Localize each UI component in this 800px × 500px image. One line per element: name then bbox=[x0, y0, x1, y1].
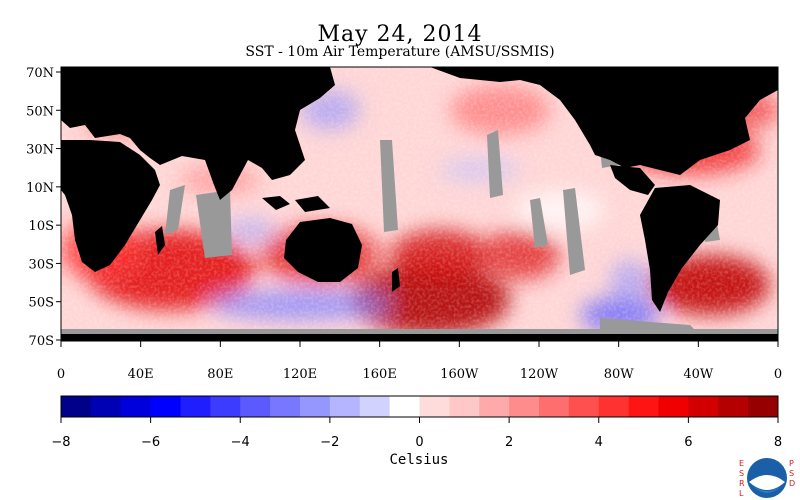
colorbar-swatch bbox=[748, 396, 779, 417]
colorbar-label: 2 bbox=[505, 435, 513, 450]
colorbar-swatch bbox=[718, 396, 749, 417]
colorbar-label: 4 bbox=[595, 435, 603, 450]
colorbar-swatch bbox=[389, 396, 420, 417]
lon-label: 160E bbox=[363, 367, 397, 382]
lon-label: 120E bbox=[283, 367, 317, 382]
colorbar bbox=[60, 395, 779, 418]
lon-label: 80W bbox=[604, 367, 635, 382]
colorbar-swatch bbox=[240, 396, 271, 417]
colorbar-swatch bbox=[658, 396, 689, 417]
colorbar-label: −4 bbox=[231, 435, 250, 450]
logo-letter-d: D bbox=[789, 479, 795, 488]
lon-label: 0 bbox=[774, 367, 782, 382]
logo-letter-p: P bbox=[789, 459, 794, 468]
lat-label: 30N bbox=[26, 143, 54, 158]
lat-label: 30S bbox=[29, 257, 54, 272]
logo-letter-l: L bbox=[739, 489, 744, 498]
colorbar-label: −8 bbox=[51, 435, 70, 450]
sst-anomaly-map bbox=[61, 67, 778, 341]
colorbar-swatch bbox=[598, 396, 630, 417]
colorbar-swatch bbox=[150, 396, 181, 417]
landmasses bbox=[61, 67, 778, 341]
colorbar-swatch bbox=[568, 396, 600, 417]
map-frame bbox=[60, 66, 779, 342]
lat-label: 70N bbox=[26, 66, 54, 81]
colorbar-swatch bbox=[449, 396, 480, 417]
logo-letter-e: E bbox=[739, 459, 744, 468]
colorbar-swatch bbox=[61, 396, 92, 417]
lon-label: 80E bbox=[207, 367, 233, 382]
colorbar-swatch bbox=[210, 396, 241, 417]
logo-letter-s: S bbox=[739, 469, 744, 478]
colorbar-swatch bbox=[479, 396, 510, 417]
colorbar-swatch bbox=[90, 396, 122, 417]
colorbar-units: Celsius bbox=[389, 452, 449, 468]
colorbar-swatch bbox=[270, 396, 301, 417]
colorbar-label: −2 bbox=[320, 435, 339, 450]
colorbar-swatch bbox=[300, 396, 331, 417]
lon-label: 40E bbox=[128, 367, 154, 382]
colorbar-swatch bbox=[180, 396, 211, 417]
lon-label: 40W bbox=[683, 367, 714, 382]
lat-label: 50S bbox=[29, 296, 54, 311]
longitude-axis: 0 40E 80E 120E 160E 160W 120W 80W 40W 0 bbox=[57, 341, 782, 382]
lat-label: 70S bbox=[29, 334, 54, 349]
logo-letter-s2: S bbox=[789, 469, 794, 478]
noaa-bird-icon bbox=[749, 475, 785, 490]
lon-label: 160W bbox=[440, 367, 479, 382]
colorbar-swatch bbox=[628, 396, 659, 417]
lat-label: 10S bbox=[29, 219, 54, 234]
colorbar-label: 0 bbox=[415, 435, 423, 450]
colorbar-swatch bbox=[359, 396, 391, 417]
colorbar-label: −6 bbox=[141, 435, 160, 450]
colorbar-tick-labels: −8 −6 −4 −2 0 2 4 6 8 bbox=[51, 417, 782, 450]
lon-label: 0 bbox=[57, 367, 65, 382]
colorbar-swatch bbox=[539, 396, 570, 417]
map-title: May 24, 2014 bbox=[317, 22, 483, 47]
colorbar-swatch bbox=[688, 396, 719, 417]
lat-label: 10N bbox=[26, 181, 54, 196]
colorbar-label: 6 bbox=[684, 435, 692, 450]
lon-label: 120W bbox=[520, 367, 559, 382]
logo-letter-r: R bbox=[739, 479, 745, 488]
esrl-psd-noaa-logo: E S R L P S D bbox=[739, 458, 795, 498]
colorbar-swatch bbox=[419, 396, 450, 417]
latitude-axis: 70N 50N 30N 10N 10S 30S 50S 70S bbox=[26, 66, 61, 349]
colorbar-swatch bbox=[329, 396, 361, 417]
colorbar-label: 8 bbox=[774, 435, 782, 450]
colorbar-swatch bbox=[120, 396, 152, 417]
lat-label: 50N bbox=[26, 104, 54, 119]
colorbar-swatch bbox=[509, 396, 540, 417]
map-subtitle: SST - 10m Air Temperature (AMSU/SSMIS) bbox=[245, 44, 555, 60]
